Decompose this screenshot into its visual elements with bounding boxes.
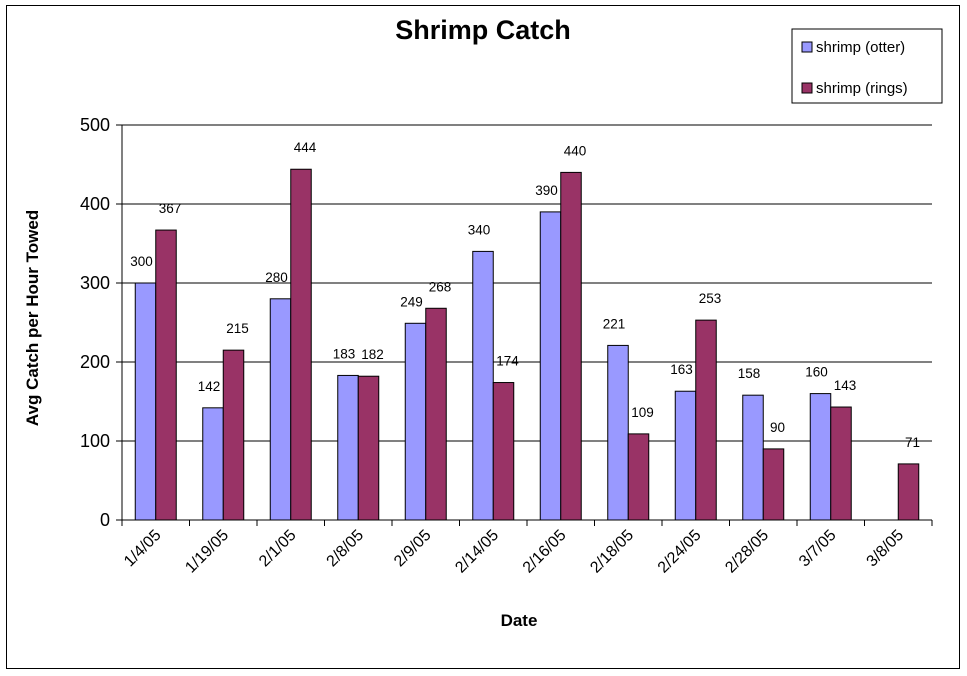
data-label: 158 — [738, 366, 761, 381]
data-label: 215 — [226, 321, 249, 336]
data-label: 183 — [333, 346, 356, 361]
bar-otter — [539, 211, 562, 521]
data-label: 221 — [603, 316, 626, 331]
data-label: 143 — [834, 378, 857, 393]
data-label: 174 — [496, 354, 519, 369]
bar-otter — [809, 393, 832, 521]
data-label: 163 — [670, 362, 693, 377]
x-tick-label: 2/16/05 — [520, 527, 570, 577]
x-tick-label: 1/4/05 — [121, 527, 165, 571]
data-label: 340 — [468, 222, 491, 237]
bar-rings — [290, 168, 312, 521]
bars — [134, 168, 920, 521]
chart-title: Shrimp Catch — [395, 15, 571, 45]
y-tick-label: 400 — [80, 194, 110, 214]
x-tick-label: 2/24/05 — [655, 527, 705, 577]
data-label: 444 — [294, 140, 317, 155]
legend-box — [791, 28, 943, 104]
data-label: 440 — [564, 143, 587, 158]
axes — [116, 124, 933, 526]
bar-rings — [425, 307, 447, 521]
bar-rings — [222, 349, 245, 521]
gridlines — [122, 124, 932, 442]
data-label: 109 — [631, 405, 654, 420]
data-label: 300 — [130, 254, 153, 269]
x-tick-label: 2/1/05 — [256, 527, 300, 571]
data-label: 280 — [265, 270, 288, 285]
data-label: 71 — [905, 435, 920, 450]
bar-rings — [155, 229, 177, 521]
bar-otter — [607, 344, 629, 521]
y-tick-label: 300 — [80, 273, 110, 293]
x-tick-label: 3/8/05 — [864, 527, 908, 571]
y-axis-title: Avg Catch per Hour Towed — [23, 210, 42, 426]
data-label: 90 — [770, 420, 785, 435]
bar-otter — [742, 394, 764, 521]
bar-rings — [560, 171, 582, 521]
x-axis-title: Date — [501, 611, 538, 630]
legend-entry: shrimp (rings) — [816, 80, 908, 97]
y-tick-label: 200 — [80, 352, 110, 372]
data-labels: 300 142 280 183 249 340 390 221 163 158 160 367 215 4… — [130, 140, 920, 450]
data-label: 367 — [159, 201, 182, 216]
legend-swatch — [801, 82, 813, 94]
bar-otter — [269, 298, 292, 521]
x-tick-label: 2/14/05 — [452, 527, 502, 577]
x-tick-label: 3/7/05 — [796, 527, 840, 571]
x-tick-label: 2/9/05 — [391, 527, 435, 571]
y-tick-label: 500 — [80, 115, 110, 135]
bar-rings — [897, 463, 920, 521]
data-label: 253 — [699, 291, 722, 306]
legend: shrimp (otter) shrimp (rings) — [791, 28, 943, 104]
bar-rings — [695, 319, 717, 521]
y-tick-label: 0 — [100, 510, 110, 530]
bar-otter — [337, 374, 359, 521]
bar-rings — [830, 406, 852, 521]
data-label: 182 — [361, 347, 384, 362]
data-label: 390 — [535, 183, 558, 198]
bar-otter — [134, 282, 157, 521]
data-label: 160 — [805, 365, 828, 380]
data-label: 268 — [429, 279, 452, 294]
bar-otter — [202, 407, 224, 521]
data-label: 249 — [400, 294, 423, 309]
data-label: 142 — [198, 379, 221, 394]
x-tick-label: 2/28/05 — [722, 527, 772, 577]
x-tick-label: 2/18/05 — [587, 527, 637, 577]
bar-rings — [492, 382, 515, 521]
bar-otter — [472, 250, 494, 521]
bar-rings — [627, 433, 650, 521]
legend-entry: shrimp (otter) — [816, 39, 905, 56]
legend-swatch — [801, 41, 813, 53]
bar-rings — [762, 448, 785, 521]
x-tick-label: 1/19/05 — [182, 527, 232, 577]
x-tick-label: 2/8/05 — [324, 527, 368, 571]
y-tick-label: 100 — [80, 431, 110, 451]
bar-rings — [357, 375, 380, 521]
bar-otter — [674, 390, 697, 521]
bar-otter — [404, 322, 427, 521]
